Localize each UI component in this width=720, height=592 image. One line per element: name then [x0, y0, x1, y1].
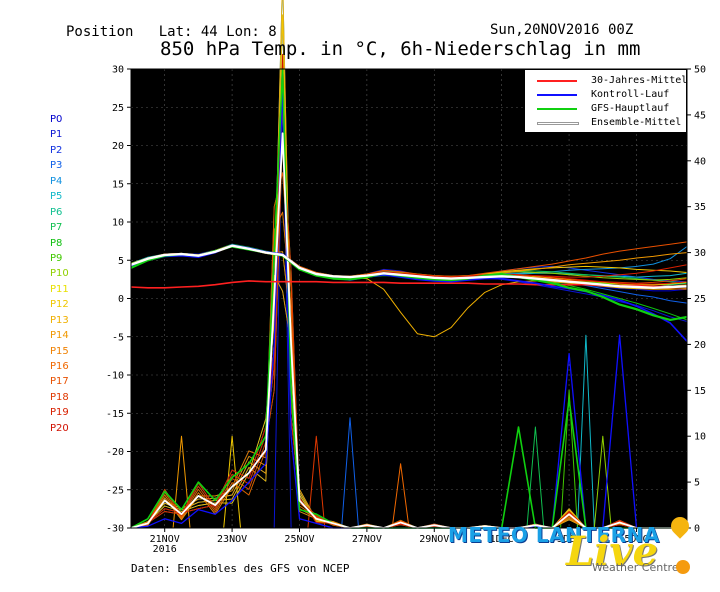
bottom-tick-label: 1DEC [490, 534, 514, 545]
member-label-P6: P6 [50, 206, 63, 218]
right-tick-label: 35 [694, 202, 706, 213]
member-label-P11: P11 [50, 283, 69, 295]
member-label-P2: P2 [50, 144, 63, 156]
right-tick-label: 50 [694, 65, 706, 76]
right-tick-label: 40 [694, 156, 706, 167]
logo-brand-text: METEO LANTERNA [448, 523, 660, 547]
bottom-tick-label: 3DEC [557, 534, 581, 545]
axes: 302520151050-5-10-15-20-25-3050454035302… [106, 65, 706, 556]
member-label-P3: P3 [50, 160, 63, 172]
right-tick-label: 5 [694, 478, 700, 489]
right-tick-label: 0 [694, 524, 700, 535]
member-label-P5: P5 [50, 191, 63, 203]
left-tick-label: -10 [106, 371, 124, 382]
right-tick-label: 30 [694, 248, 706, 259]
sun-icon [676, 560, 690, 574]
member-label-P15: P15 [50, 345, 69, 357]
precip-peak-P10 [593, 435, 612, 529]
member-label-P10: P10 [50, 268, 69, 280]
chart-legend: 30-Jahres-Mittel Kontroll-Lauf GFS-Haupt… [524, 69, 687, 133]
member-label-P1: P1 [50, 129, 63, 141]
legend-label-control: Kontroll-Lauf [591, 89, 670, 100]
position-label: Position Lat: 44 Lon: 8 [66, 24, 277, 40]
precip-peak-P18 [307, 435, 326, 529]
member-label-P12: P12 [50, 299, 69, 311]
grid-lines [131, 68, 687, 529]
bottom-tick-label: 27NOV [352, 534, 382, 545]
legend-label-mean: Ensemble-Mittel [591, 117, 682, 128]
bottom-tick-label: 5DEC [624, 534, 648, 545]
precip-peak-P9 [560, 389, 578, 529]
bottom-tick-label: 25NOV [284, 534, 314, 545]
member-label-P20: P20 [50, 422, 69, 434]
left-tick-label: -25 [106, 485, 124, 496]
member-label-P14: P14 [50, 330, 69, 342]
precip-peak-P12 [223, 435, 241, 529]
member-label-P18: P18 [50, 391, 69, 403]
precip-peak-P16 [391, 463, 410, 529]
chart-title: 850 hPa Temp. in °C, 6h-Niederschlag in … [160, 38, 641, 60]
right-tick-label: 10 [694, 432, 706, 443]
left-tick-label: -5 [112, 332, 124, 343]
member-label-P19: P19 [50, 407, 69, 419]
data-source-footer: Daten: Ensembles des GFS von NCEP [131, 562, 350, 575]
legend-label-climate: 30-Jahres-Mittel [591, 75, 688, 86]
precip-peak-P14 [172, 435, 191, 529]
left-tick-label: 30 [112, 65, 124, 76]
right-tick-label: 20 [694, 340, 706, 351]
right-tick-label: 45 [694, 110, 706, 121]
legend-item-gfs: GFS-Hauptlauf [525, 102, 688, 116]
legend-swatch-climate [537, 80, 577, 82]
legend-item-mean: Ensemble-Mittel [525, 116, 688, 130]
bottom-tick-label: 23NOV [217, 534, 247, 545]
plot-background [131, 69, 687, 528]
member-label-P8: P8 [50, 237, 63, 249]
legend-swatch-gfs [537, 108, 577, 110]
left-tick-label: 0 [118, 294, 124, 305]
left-tick-label: -15 [106, 409, 124, 420]
logo-subtitle: Weather Centre [592, 561, 679, 574]
legend-swatch-control [537, 94, 577, 96]
ensemble-member-list: P0 P1 P2 P3 P4 P5 P6 P7 P8 P9 P10 P11 P12 P13 P14 P15 P1… [50, 112, 69, 436]
legend-item-climate: 30-Jahres-Mittel [525, 74, 688, 88]
left-tick-label: -30 [106, 524, 124, 535]
member-label-P17: P17 [50, 376, 69, 388]
legend-item-control: Kontroll-Lauf [525, 88, 688, 102]
left-tick-label: 5 [118, 256, 124, 267]
temp-mean-line [130, 244, 688, 289]
left-tick-label: 25 [112, 103, 124, 114]
year-label: 2016 [153, 544, 177, 555]
member-label-P0: P0 [50, 114, 63, 125]
left-tick-label: -20 [106, 447, 124, 458]
bottom-tick-label: 21NOV [150, 534, 180, 545]
legend-swatch-mean [537, 122, 579, 125]
left-tick-label: 15 [112, 179, 124, 190]
temperature-series [130, 241, 688, 342]
right-tick-label: 15 [694, 386, 706, 397]
member-label-P16: P16 [50, 361, 69, 372]
precip-peak-P3 [341, 417, 359, 529]
left-tick-label: 20 [112, 141, 124, 152]
member-label-P13: P13 [50, 314, 69, 326]
right-tick-label: 25 [694, 294, 706, 305]
member-label-P7: P7 [50, 222, 63, 234]
logo-script-text: Live [566, 528, 659, 575]
bottom-tick-label: 29NOV [419, 534, 449, 545]
member-label-P4: P4 [50, 175, 63, 187]
left-tick-label: 10 [112, 218, 124, 229]
run-date: Sun,20NOV2016 00Z [490, 22, 634, 38]
legend-label-gfs: GFS-Hauptlauf [591, 103, 670, 114]
member-label-P9: P9 [50, 252, 63, 264]
